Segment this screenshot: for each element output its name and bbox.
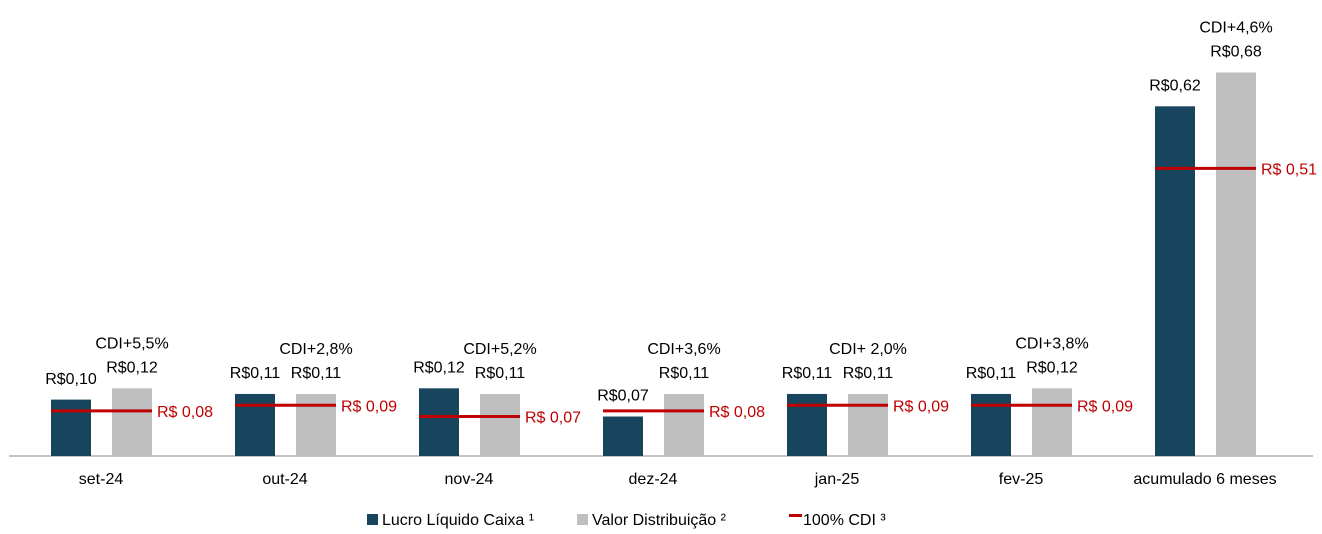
data-label: R$0,68 bbox=[1210, 44, 1262, 61]
data-label: R$0,11 bbox=[291, 365, 342, 382]
bar bbox=[51, 399, 91, 456]
bar bbox=[235, 393, 275, 456]
data-label: R$0,62 bbox=[1149, 78, 1201, 95]
data-label: R$0,12 bbox=[1026, 360, 1078, 377]
data-label: R$0,11 bbox=[230, 365, 281, 382]
bar bbox=[971, 393, 1011, 456]
data-label: R$0,11 bbox=[659, 365, 710, 382]
data-label: R$0,11 bbox=[966, 365, 1017, 382]
data-label: R$ 0,08 bbox=[157, 404, 213, 421]
annotation: CDI+ 2,0% bbox=[829, 341, 907, 358]
legend-swatch bbox=[367, 514, 378, 525]
x-tick-label: dez-24 bbox=[629, 471, 678, 488]
x-tick-label: acumulado 6 meses bbox=[1133, 471, 1276, 488]
legend-label: Lucro Líquido Caixa ¹ bbox=[382, 512, 534, 529]
data-label: R$ 0,07 bbox=[525, 410, 581, 427]
legend-label: 100% CDI ³ bbox=[803, 512, 886, 529]
data-label: R$ 0,09 bbox=[1077, 398, 1133, 415]
x-tick-label: set-24 bbox=[79, 471, 124, 488]
bar bbox=[603, 416, 643, 456]
annotation: CDI+3,8% bbox=[1015, 336, 1088, 353]
annotation: CDI+4,6% bbox=[1199, 20, 1272, 37]
data-label: R$0,11 bbox=[475, 365, 526, 382]
legend-label: Valor Distribuição ² bbox=[592, 512, 727, 529]
annotation: CDI+5,2% bbox=[463, 341, 536, 358]
data-label: R$0,11 bbox=[843, 365, 894, 382]
bar bbox=[112, 388, 152, 456]
bar bbox=[296, 393, 336, 456]
data-label: R$ 0,09 bbox=[341, 398, 397, 415]
x-tick-label: nov-24 bbox=[445, 471, 494, 488]
data-label: R$ 0,09 bbox=[893, 398, 949, 415]
data-label: R$0,07 bbox=[597, 388, 649, 405]
bar bbox=[480, 393, 520, 456]
data-label: R$0,11 bbox=[782, 365, 833, 382]
bar bbox=[787, 393, 827, 456]
bar bbox=[1155, 106, 1195, 456]
legend-swatch bbox=[789, 514, 802, 517]
data-label: R$0,12 bbox=[413, 360, 465, 377]
data-label: R$0,12 bbox=[106, 360, 158, 377]
x-tick-label: jan-25 bbox=[814, 471, 860, 488]
bar bbox=[664, 393, 704, 456]
x-tick-label: out-24 bbox=[262, 471, 307, 488]
bar bbox=[1216, 72, 1256, 456]
bar bbox=[848, 393, 888, 456]
legend-swatch bbox=[577, 514, 588, 525]
annotation: CDI+3,6% bbox=[647, 341, 720, 358]
bar bbox=[1032, 388, 1072, 456]
bar bbox=[419, 388, 459, 456]
data-label: R$ 0,08 bbox=[709, 404, 765, 421]
x-tick-label: fev-25 bbox=[999, 471, 1044, 488]
data-label: R$ 0,51 bbox=[1261, 162, 1317, 179]
annotation: CDI+2,8% bbox=[279, 341, 352, 358]
data-label: R$0,10 bbox=[45, 371, 97, 388]
annotation: CDI+5,5% bbox=[95, 336, 168, 353]
